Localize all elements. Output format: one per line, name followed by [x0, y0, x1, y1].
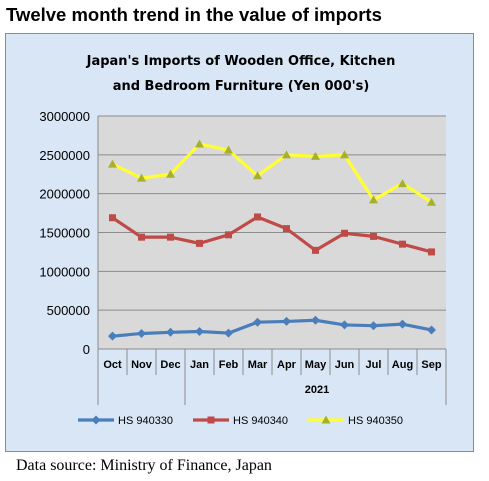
series-group	[108, 139, 436, 341]
data-point	[137, 173, 146, 182]
data-point	[427, 325, 436, 335]
x-tick-label: Sep	[421, 359, 441, 371]
legend-item-2: HS 940340	[193, 415, 288, 427]
data-point	[224, 328, 233, 338]
y-tick-label: 1500000	[39, 226, 90, 241]
x-tick-label: Feb	[219, 359, 239, 371]
series-line	[110, 215, 434, 254]
y-tick-label: 2000000	[39, 187, 90, 202]
x-tick-label: May	[305, 359, 327, 371]
data-point	[195, 139, 204, 148]
gridlines	[98, 115, 446, 311]
data-point	[166, 327, 175, 337]
x-tick-labels: Oct Nov Dec Jan Feb Mar Apr May Jun Jul Aug Sep	[103, 359, 442, 371]
series-line	[110, 318, 434, 338]
data-point	[282, 150, 291, 159]
series-line	[110, 142, 434, 204]
y-tick-label: 0	[83, 342, 90, 357]
data-point	[369, 321, 378, 331]
data-point	[253, 317, 262, 327]
x-tick-label: Jun	[335, 359, 355, 371]
y-tick-label: 1000000	[39, 264, 90, 279]
data-point	[224, 145, 233, 154]
data-source-note: Data source: Ministry of Finance, Japan	[16, 457, 272, 474]
x-tick-label: Mar	[248, 359, 268, 371]
data-point	[399, 240, 406, 248]
data-point	[282, 316, 291, 326]
data-point	[428, 248, 435, 256]
data-point	[225, 231, 232, 239]
data-point	[340, 150, 349, 159]
legend-marker	[207, 416, 215, 424]
legend-marker	[91, 415, 101, 425]
y-tick-label: 2500000	[39, 148, 90, 163]
page-title: Twelve month trend in the value of impor…	[6, 4, 382, 25]
data-point	[341, 229, 348, 237]
data-point	[108, 331, 117, 341]
y-tick-labels: 0 500000 1000000 1500000 2000000 2500000 30000…	[39, 109, 90, 357]
x-group-label: 2021	[305, 384, 329, 396]
data-point	[108, 159, 117, 168]
data-point	[283, 225, 290, 233]
data-point	[253, 171, 262, 180]
x-tick-label: Jul	[366, 359, 382, 371]
y-tick-label: 500000	[47, 303, 90, 318]
legend-label: HS 940330	[118, 415, 173, 427]
legend: HS 940330 HS 940340 HS 940350	[78, 415, 403, 427]
data-point	[166, 169, 175, 178]
axes	[97, 116, 447, 405]
data-point	[138, 233, 145, 241]
data-point	[312, 246, 319, 254]
data-point	[398, 319, 407, 329]
x-tick-label: Aug	[392, 359, 413, 371]
data-point	[196, 239, 203, 247]
series-1	[108, 315, 436, 341]
legend-item-3: HS 940350	[308, 415, 403, 427]
data-point	[369, 195, 378, 204]
line-chart: Japan's Imports of Wooden Office, Kitche…	[39, 54, 447, 427]
legend-label: HS 940340	[233, 415, 288, 427]
x-tick-label: Apr	[277, 359, 297, 371]
x-tick-label: Nov	[131, 359, 153, 371]
chart-title-line-1: Japan's Imports of Wooden Office, Kitche…	[86, 54, 396, 69]
data-point	[370, 232, 377, 240]
data-point	[195, 327, 204, 337]
legend-label: HS 940350	[348, 415, 403, 427]
data-point	[311, 315, 320, 325]
data-point	[109, 214, 116, 222]
data-point	[340, 320, 349, 330]
data-point	[167, 233, 174, 241]
series-2	[109, 213, 435, 256]
data-point	[137, 328, 146, 338]
chart-title-line-2: and Bedroom Furniture (Yen 000's)	[113, 79, 370, 94]
data-point	[427, 197, 436, 206]
data-point	[311, 151, 320, 160]
data-point	[254, 213, 261, 221]
series-3	[108, 139, 436, 206]
x-tick-label: Jan	[190, 359, 209, 371]
legend-marker	[321, 415, 331, 424]
x-tick-label: Dec	[160, 359, 180, 371]
chart-frame: Japan's Imports of Wooden Office, Kitche…	[5, 33, 474, 452]
x-tick-label: Oct	[103, 359, 122, 371]
y-tick-label: 3000000	[39, 109, 90, 124]
data-point	[398, 179, 407, 188]
legend-item-1: HS 940330	[78, 415, 173, 427]
